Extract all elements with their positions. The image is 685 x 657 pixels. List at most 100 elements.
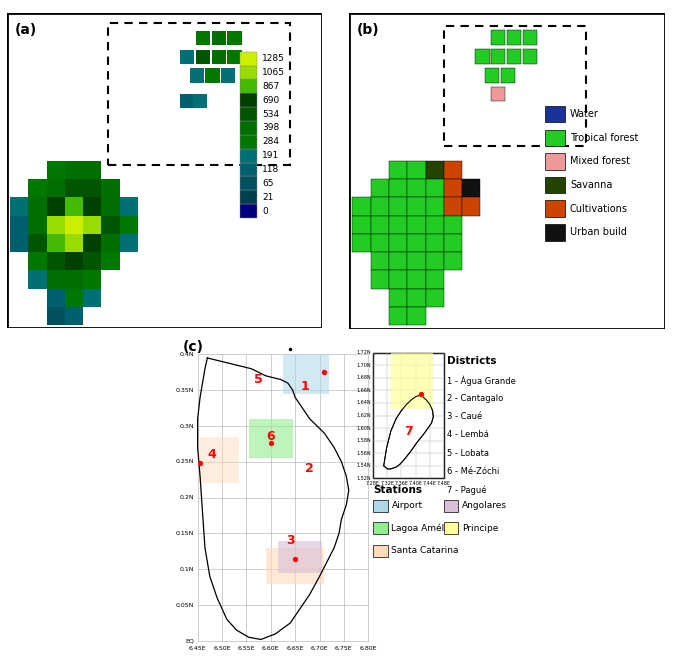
Text: 5 - Lobata: 5 - Lobata	[447, 449, 489, 458]
Bar	[196, 49, 210, 64]
Bar	[47, 307, 65, 325]
Text: 7.44E: 7.44E	[423, 481, 437, 486]
Text: 6 - Mé-Zóchi: 6 - Mé-Zóchi	[447, 467, 499, 476]
Bar	[120, 234, 138, 252]
Text: 1.58N: 1.58N	[356, 438, 371, 443]
Bar	[65, 307, 83, 325]
Bar	[101, 234, 120, 252]
Bar	[240, 148, 258, 163]
Bar	[425, 234, 444, 252]
Bar	[408, 271, 425, 289]
Bar	[373, 499, 388, 512]
Bar	[240, 163, 258, 177]
Bar	[65, 252, 83, 271]
Text: 7.36E: 7.36E	[395, 481, 408, 486]
Bar	[475, 49, 490, 64]
Text: 4 - Lembá: 4 - Lembá	[447, 430, 489, 440]
Bar	[444, 161, 462, 179]
Text: 1.52N: 1.52N	[356, 476, 371, 481]
Text: Savanna: Savanna	[570, 180, 612, 190]
Bar	[545, 224, 565, 240]
Text: 2 - Cantagalo: 2 - Cantagalo	[447, 394, 503, 403]
Bar	[501, 68, 515, 83]
Bar	[101, 215, 120, 234]
Text: 191: 191	[262, 151, 279, 160]
Bar	[545, 106, 565, 122]
Bar	[28, 271, 47, 288]
Bar	[266, 548, 325, 583]
Bar	[545, 129, 565, 146]
Text: Cultivations: Cultivations	[570, 204, 628, 214]
Bar	[240, 52, 258, 66]
Text: 6.60E: 6.60E	[262, 646, 279, 650]
Text: 1065: 1065	[262, 68, 285, 77]
Text: 65: 65	[262, 179, 273, 188]
Text: 1.60N: 1.60N	[356, 426, 371, 430]
Bar	[240, 93, 258, 107]
Bar	[240, 121, 258, 135]
Bar	[491, 49, 506, 64]
Text: 6.55E: 6.55E	[238, 646, 255, 650]
Bar	[47, 161, 65, 179]
Bar	[425, 197, 444, 215]
Bar	[444, 215, 462, 234]
Bar	[83, 179, 101, 197]
Bar	[425, 252, 444, 271]
Bar	[545, 200, 565, 217]
Text: Stations: Stations	[373, 485, 422, 495]
Bar	[408, 179, 425, 197]
Text: 5: 5	[254, 373, 263, 386]
Text: 6.50E: 6.50E	[213, 646, 231, 650]
Bar	[523, 30, 537, 45]
Bar	[47, 288, 65, 307]
Bar	[227, 49, 242, 64]
Text: 0.3N: 0.3N	[179, 424, 195, 428]
Bar	[190, 68, 204, 83]
Bar	[389, 307, 408, 325]
Bar	[65, 215, 83, 234]
Bar	[485, 68, 499, 83]
Bar	[444, 26, 586, 146]
Bar	[28, 234, 47, 252]
Bar	[389, 161, 408, 179]
Bar	[240, 204, 258, 218]
Bar	[371, 179, 389, 197]
Bar	[120, 197, 138, 215]
Bar	[206, 68, 220, 83]
Text: 0.4N: 0.4N	[179, 352, 195, 357]
Bar	[240, 177, 258, 191]
Text: 2: 2	[306, 463, 314, 476]
Text: Santa Catarina: Santa Catarina	[391, 546, 459, 555]
Text: Urban build: Urban build	[570, 227, 627, 237]
Bar	[65, 179, 83, 197]
Bar	[425, 289, 444, 307]
Bar	[408, 252, 425, 271]
Bar	[523, 49, 537, 64]
Bar	[373, 353, 444, 478]
Bar	[28, 179, 47, 197]
Text: 0: 0	[262, 207, 268, 215]
Bar	[83, 161, 101, 179]
Text: EQ: EQ	[186, 639, 195, 643]
Text: 118: 118	[262, 165, 279, 174]
Bar	[389, 271, 408, 289]
Bar	[283, 354, 329, 394]
Bar	[425, 215, 444, 234]
Bar	[192, 93, 207, 108]
Bar	[444, 522, 458, 534]
Text: 690: 690	[262, 96, 279, 104]
Text: (c): (c)	[183, 340, 204, 354]
Text: Water: Water	[570, 109, 599, 119]
Bar	[462, 179, 480, 197]
Bar	[83, 288, 101, 307]
Bar	[425, 179, 444, 197]
Bar	[10, 234, 28, 252]
Text: 534: 534	[262, 110, 279, 119]
Bar	[408, 215, 425, 234]
Text: 7: 7	[404, 424, 413, 438]
Text: 3: 3	[286, 534, 295, 547]
Bar	[47, 179, 65, 197]
Text: 7.40E: 7.40E	[408, 481, 423, 486]
Text: 1.56N: 1.56N	[356, 451, 371, 456]
Text: 1.66N: 1.66N	[356, 388, 371, 393]
